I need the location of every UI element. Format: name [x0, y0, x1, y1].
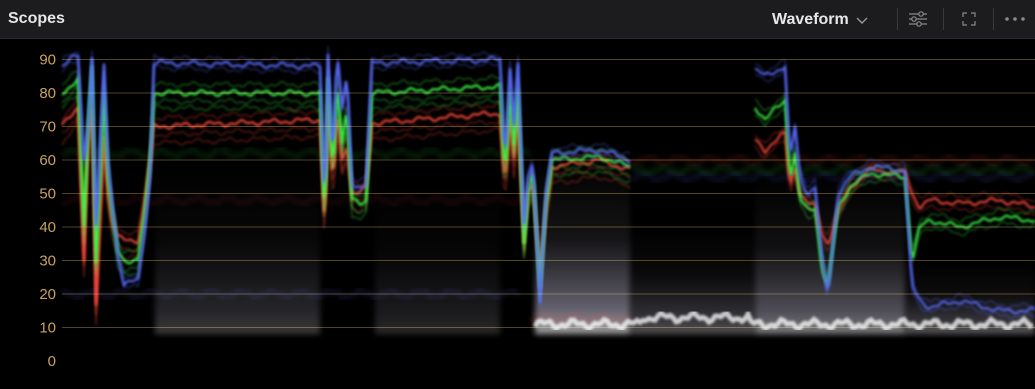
settings-sliders-icon — [909, 11, 927, 27]
waveform-trace — [754, 67, 1035, 320]
waveform-trace — [61, 59, 631, 306]
waveform-trace — [754, 58, 1035, 310]
waveform-floor — [532, 309, 1034, 333]
scopes-header: Scopes Waveform — [0, 0, 1035, 39]
more-options-icon — [1005, 17, 1025, 21]
waveform-trace — [61, 46, 631, 294]
waveform-trace — [754, 107, 1035, 290]
scale-label: 0 — [48, 353, 56, 370]
waveform-band — [61, 145, 532, 161]
more-options-button[interactable] — [1000, 6, 1030, 32]
chevron-down-icon — [856, 17, 868, 24]
scale-label: 60 — [39, 152, 56, 169]
scale-label: 20 — [39, 286, 56, 303]
scale-label: 10 — [39, 320, 56, 337]
scale-label: 70 — [39, 119, 56, 136]
header-divider — [993, 8, 994, 30]
waveform-haze — [155, 160, 320, 335]
waveform-band — [60, 286, 520, 302]
waveform-trace — [754, 64, 1035, 315]
scale-label: 90 — [39, 52, 56, 69]
scale-label: 30 — [39, 253, 56, 270]
waveform-band — [61, 192, 531, 208]
waveform-band — [529, 310, 631, 325]
waveform-band — [629, 162, 1035, 178]
header-divider — [897, 8, 898, 30]
expand-button[interactable] — [954, 6, 984, 32]
header-divider — [943, 8, 944, 30]
waveform-scope: 1009080706050403020100 — [0, 39, 1035, 389]
scale-label: 50 — [39, 186, 56, 203]
waveform-plot: 1009080706050403020100 — [39, 46, 1035, 370]
waveform-band — [629, 169, 1035, 185]
scope-settings-button[interactable] — [903, 6, 933, 32]
scope-mode-label: Waveform — [772, 11, 849, 28]
waveform-band — [628, 152, 1035, 168]
panel-title: Scopes — [8, 10, 65, 27]
scale-label: 40 — [39, 219, 56, 236]
waveform-trace — [754, 97, 1035, 287]
scope-mode-dropdown[interactable]: Waveform — [772, 8, 869, 32]
waveform-haze — [755, 176, 905, 335]
expand-icon — [962, 12, 976, 26]
scale-label: 80 — [39, 85, 56, 102]
